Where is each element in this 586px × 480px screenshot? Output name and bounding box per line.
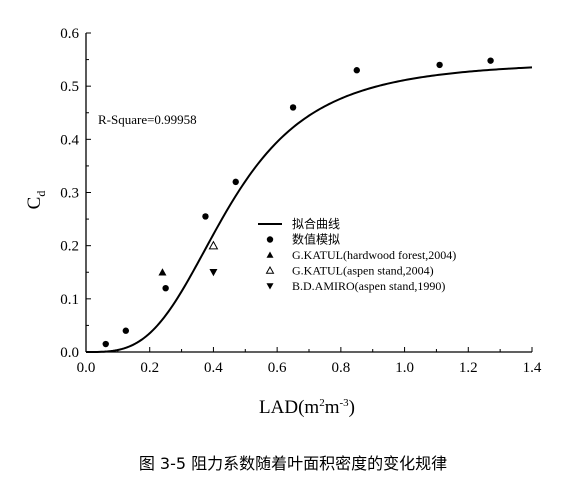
y-tick-label: 0.2 <box>60 239 79 255</box>
axes: 0.0 0.2 0.4 0.6 0.8 1.0 1.2 1.4 0.0 0.1 0.2 0.3 0.4 0… <box>60 26 542 376</box>
y-axis-title-group: Cd <box>24 191 48 210</box>
r-square-annotation: R-Square=0.99958 <box>98 112 197 127</box>
data-point-circle <box>102 340 109 348</box>
x-tick-label: 1.4 <box>523 360 542 376</box>
y-tick-label: 0.0 <box>60 345 79 361</box>
figure-caption: 图 3-5 阻力系数随着叶面积密度的变化规律 <box>138 454 448 473</box>
x-tick-label: 0.8 <box>331 360 350 376</box>
x-tick-label: 0.0 <box>77 360 96 376</box>
data-point-circle <box>353 67 360 74</box>
y-axis-title: Cd <box>24 191 48 210</box>
data-point-triangle-up <box>158 268 167 276</box>
data-point-triangle-down <box>209 269 218 277</box>
legend-label: G.KATUL(aspen stand,2004) <box>292 264 434 278</box>
x-axis-title-part: m <box>325 397 340 418</box>
y-axis-title-main: C <box>24 197 45 210</box>
legend-symbol-triangle-up <box>266 251 274 258</box>
legend-label: 数值模拟 <box>292 232 340 247</box>
legend-symbol-triangle-down <box>266 283 274 290</box>
x-axis-title-part: ) <box>349 397 355 418</box>
y-tick-label: 0.4 <box>60 132 79 148</box>
legend-label: B.D.AMIRO(aspen stand,1990) <box>292 279 445 293</box>
data-point-circle <box>162 285 169 292</box>
plot-area <box>86 57 533 353</box>
fit-curve-line <box>86 66 533 353</box>
legend-label: G.KATUL(hardwood forest,2004) <box>292 248 456 262</box>
data-point-triangle-up-open <box>208 240 219 250</box>
x-tick-label: 0.2 <box>140 360 159 376</box>
y-tick-label: 0.3 <box>60 186 79 202</box>
y-tick-label: 0.5 <box>60 79 79 95</box>
data-point-circle <box>232 178 239 186</box>
data-point-circle <box>202 213 209 220</box>
data-point-circle <box>436 61 443 69</box>
x-tick-label: 0.4 <box>204 360 223 376</box>
x-axis-title-sup: -3 <box>339 397 349 409</box>
legend-symbol-triangle-up-open <box>265 265 275 274</box>
legend-symbol-circle <box>266 236 274 243</box>
legend-label: 拟合曲线 <box>292 216 340 231</box>
x-tick-label: 1.0 <box>395 360 414 376</box>
y-axis-title-sub: d <box>34 191 48 197</box>
x-axis-title-sup: 2 <box>319 397 325 409</box>
y-tick-label: 0.1 <box>60 292 79 308</box>
data-point-circle <box>289 104 297 111</box>
data-point-circle <box>487 57 494 64</box>
x-tick-label: 0.6 <box>268 360 287 376</box>
x-tick-label: 1.2 <box>459 360 478 376</box>
x-axis-title: LAD(m2m-3) <box>259 397 355 418</box>
x-axis-title-part: LAD(m <box>259 397 319 418</box>
y-tick-label: 0.6 <box>60 26 79 42</box>
data-point-circle <box>122 327 130 334</box>
